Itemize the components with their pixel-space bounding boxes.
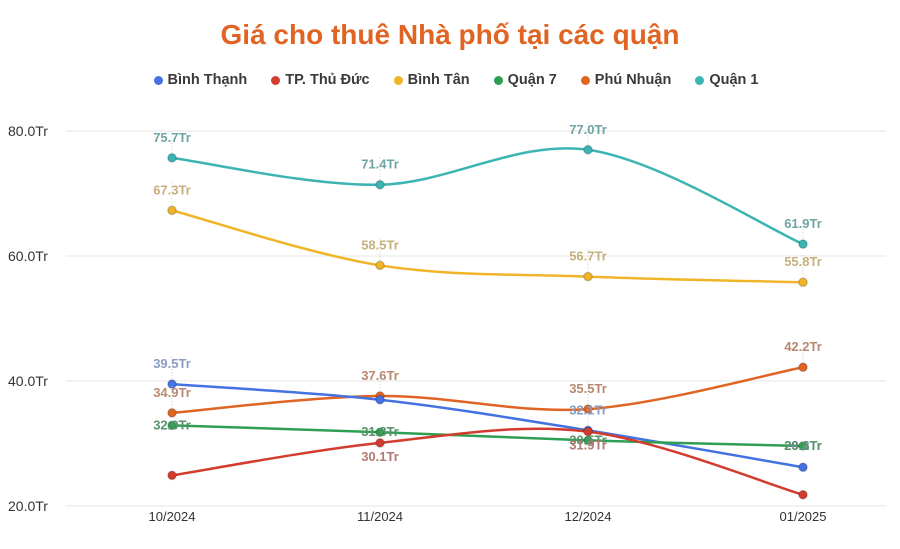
svg-text:11/2024: 11/2024 bbox=[357, 509, 403, 524]
svg-text:61.9Tr: 61.9Tr bbox=[784, 216, 822, 231]
svg-text:55.8Tr: 55.8Tr bbox=[784, 254, 822, 269]
svg-text:77.0Tr: 77.0Tr bbox=[569, 122, 607, 137]
svg-text:39.5Tr: 39.5Tr bbox=[153, 356, 191, 371]
svg-text:71.4Tr: 71.4Tr bbox=[361, 157, 399, 172]
svg-text:31.8Tr: 31.8Tr bbox=[361, 424, 399, 439]
svg-text:67.3Tr: 67.3Tr bbox=[153, 182, 191, 197]
svg-text:32.1Tr: 32.1Tr bbox=[569, 402, 607, 417]
svg-text:35.5Tr: 35.5Tr bbox=[569, 381, 607, 396]
svg-text:01/2025: 01/2025 bbox=[780, 509, 827, 524]
svg-text:31.9Tr: 31.9Tr bbox=[569, 438, 607, 453]
svg-text:30.1Tr: 30.1Tr bbox=[361, 449, 399, 464]
svg-text:60.0Tr: 60.0Tr bbox=[8, 248, 48, 264]
svg-text:80.0Tr: 80.0Tr bbox=[8, 123, 48, 139]
svg-text:58.5Tr: 58.5Tr bbox=[361, 237, 399, 252]
svg-text:56.7Tr: 56.7Tr bbox=[569, 249, 607, 264]
svg-text:40.0Tr: 40.0Tr bbox=[8, 373, 48, 389]
svg-text:42.2Tr: 42.2Tr bbox=[784, 339, 822, 354]
svg-text:10/2024: 10/2024 bbox=[149, 509, 196, 524]
svg-text:20.0Tr: 20.0Tr bbox=[8, 498, 48, 514]
svg-text:12/2024: 12/2024 bbox=[565, 509, 612, 524]
svg-text:29.6Tr: 29.6Tr bbox=[784, 438, 822, 453]
svg-text:34.9Tr: 34.9Tr bbox=[153, 385, 191, 400]
svg-text:75.7Tr: 75.7Tr bbox=[153, 130, 191, 145]
svg-text:32.9Tr: 32.9Tr bbox=[153, 417, 191, 432]
svg-text:37.6Tr: 37.6Tr bbox=[361, 368, 399, 383]
